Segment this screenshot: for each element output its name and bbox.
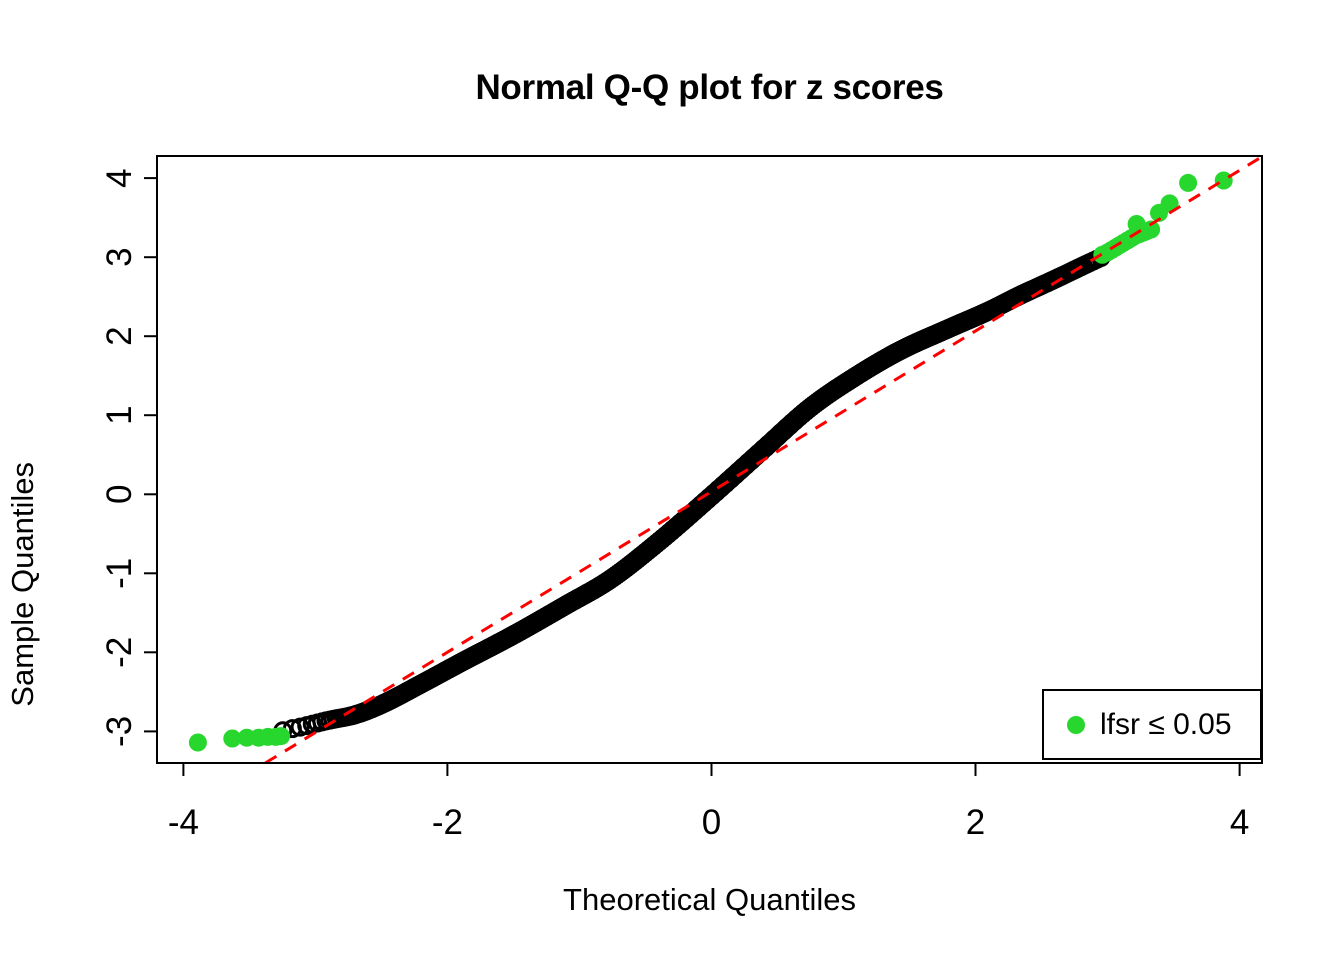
- legend-label: lfsr ≤ 0.05: [1100, 708, 1232, 741]
- y-axis-title-text: Sample Quantiles: [5, 462, 40, 707]
- axes-and-box-layer: [144, 155, 1263, 776]
- black-points-layer: [273, 247, 1111, 741]
- legend-box-layer: [1042, 689, 1262, 760]
- significant-points-layer: [188, 171, 1233, 752]
- qq-reference-line: [264, 155, 1263, 765]
- x-axis-title: Theoretical Quantiles: [563, 882, 856, 917]
- chart-title: Normal Q-Q plot for z scores: [475, 68, 944, 107]
